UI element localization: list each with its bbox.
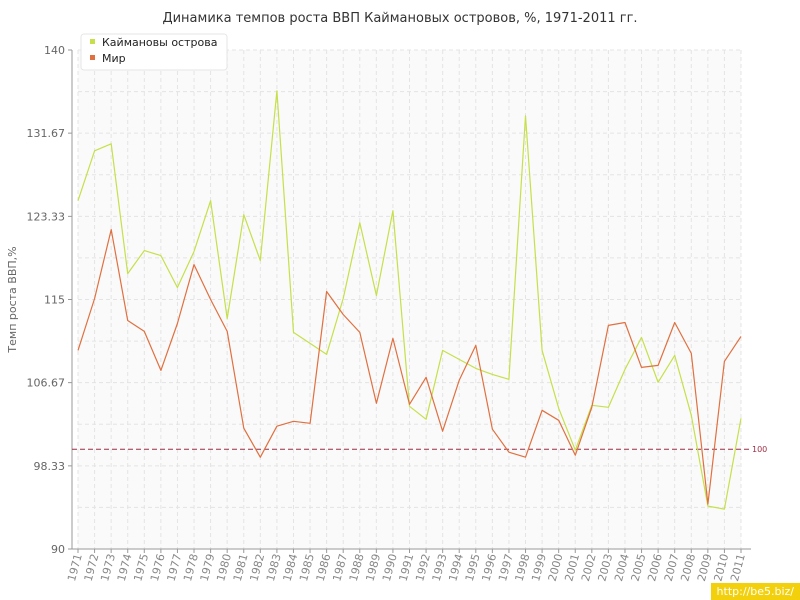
series-line-2 (77, 229, 742, 505)
legend-swatch (90, 55, 95, 60)
y-tick-label: 115 (44, 294, 65, 307)
y-tick-label: 131.67 (27, 127, 66, 140)
legend-swatch (90, 39, 95, 44)
reference-line-group: 100 (72, 445, 767, 454)
y-tick-label: 90 (51, 543, 65, 556)
y-tick-label: 123.33 (27, 210, 66, 223)
reference-line-label: 100 (752, 445, 767, 454)
watermark[interactable]: http://be5.biz/ (710, 583, 800, 600)
legend-entry[interactable]: Мир (102, 52, 126, 65)
grid (77, 49, 742, 550)
y-tick-label: 106.67 (27, 377, 66, 390)
y-tick-label: 140 (44, 44, 65, 57)
series-line-1 (77, 90, 742, 510)
legend[interactable]: Каймановы острова Мир (80, 33, 228, 71)
series-group (77, 90, 742, 510)
y-axis-label: Темп роста ВВП,% (6, 246, 19, 353)
legend-entry[interactable]: Каймановы острова (102, 36, 217, 49)
x-tick-label: 2011 (728, 552, 748, 582)
x-axis-ticks: 1971197219731974197519761977197819791980… (65, 549, 748, 583)
legend-box (80, 33, 228, 71)
y-axis-ticks: 90 98.33 106.67 115 123.33 131.67 140 (27, 44, 72, 556)
chart-title: Динамика темпов роста ВВП Каймановых ост… (162, 11, 637, 26)
y-tick-label: 98.33 (34, 460, 66, 473)
